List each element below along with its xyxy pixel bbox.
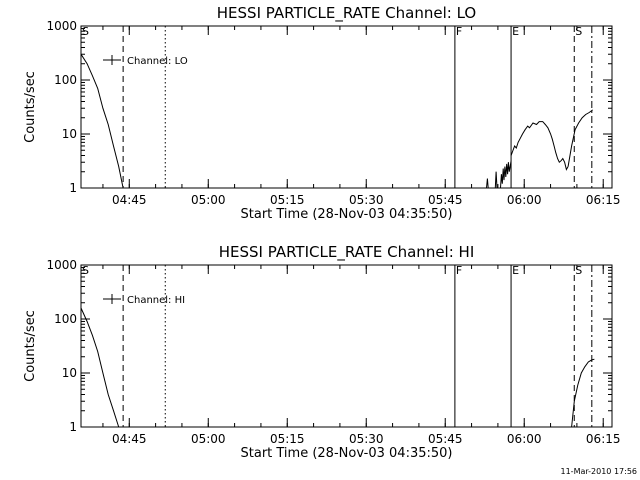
x-tick-label: 05:00 bbox=[191, 432, 226, 446]
y-tick-label: 10 bbox=[62, 127, 77, 141]
x-tick-label: 05:30 bbox=[349, 193, 384, 207]
series-line bbox=[571, 358, 595, 428]
x-axis-label: Start Time (28-Nov-03 04:35:50) bbox=[241, 446, 453, 461]
time-marker-label: E bbox=[512, 264, 519, 277]
x-tick-label: 05:00 bbox=[191, 193, 226, 207]
series-line bbox=[567, 109, 593, 167]
y-tick-label: 1000 bbox=[46, 258, 77, 272]
footer-timestamp: 11-Mar-2010 17:56 bbox=[561, 467, 638, 476]
y-tick-label: 100 bbox=[54, 312, 77, 326]
y-tick-label: 100 bbox=[54, 73, 77, 87]
y-tick-label: 1000 bbox=[46, 19, 77, 33]
x-tick-label: 06:00 bbox=[507, 432, 542, 446]
time-marker-label: F bbox=[456, 264, 462, 277]
y-tick-label: 10 bbox=[62, 366, 77, 380]
series-line bbox=[510, 121, 569, 171]
time-marker-label: E bbox=[512, 25, 519, 38]
time-marker-label: S bbox=[575, 264, 582, 277]
y-axis-label: Counts/sec bbox=[23, 71, 38, 143]
time-marker-label: S bbox=[82, 25, 89, 38]
time-marker-label: S bbox=[575, 25, 582, 38]
x-axis-label: Start Time (28-Nov-03 04:35:50) bbox=[241, 207, 453, 222]
series-line bbox=[500, 160, 512, 189]
chart-title: HESSI PARTICLE_RATE Channel: LO bbox=[217, 4, 476, 23]
x-tick-label: 04:45 bbox=[112, 432, 147, 446]
y-tick-label: 1 bbox=[69, 420, 77, 434]
x-tick-label: 05:30 bbox=[349, 432, 384, 446]
x-tick-label: 06:00 bbox=[507, 193, 542, 207]
time-marker-label: F bbox=[456, 25, 462, 38]
x-tick-label: 05:45 bbox=[428, 432, 463, 446]
series-line bbox=[494, 171, 498, 189]
lo-channel-plot: HESSI PARTICLE_RATE Channel: LO 1 10 100 100… bbox=[23, 4, 621, 222]
x-tick-label: 05:15 bbox=[270, 193, 305, 207]
x-tick-label: 05:15 bbox=[270, 432, 305, 446]
hi-channel-plot: HESSI PARTICLE_RATE Channel: HI 1 10 100 100… bbox=[23, 243, 621, 461]
time-marker-label: S bbox=[82, 264, 89, 277]
y-axis-label: Counts/sec bbox=[23, 310, 38, 382]
legend-label: Channel: LO bbox=[127, 56, 188, 67]
x-tick-label: 06:15 bbox=[586, 193, 621, 207]
plot-frame bbox=[80, 25, 613, 189]
x-tick-label: 05:45 bbox=[428, 193, 463, 207]
x-tick-label: 04:45 bbox=[112, 193, 147, 207]
plot-frame bbox=[80, 264, 613, 428]
x-tick-label: 06:15 bbox=[586, 432, 621, 446]
series-line bbox=[486, 178, 489, 189]
chart-title: HESSI PARTICLE_RATE Channel: HI bbox=[219, 243, 475, 262]
series-line bbox=[80, 307, 120, 428]
series-line bbox=[80, 53, 124, 189]
y-tick-label: 1 bbox=[69, 181, 77, 195]
legend-label: Channel: HI bbox=[127, 295, 185, 306]
